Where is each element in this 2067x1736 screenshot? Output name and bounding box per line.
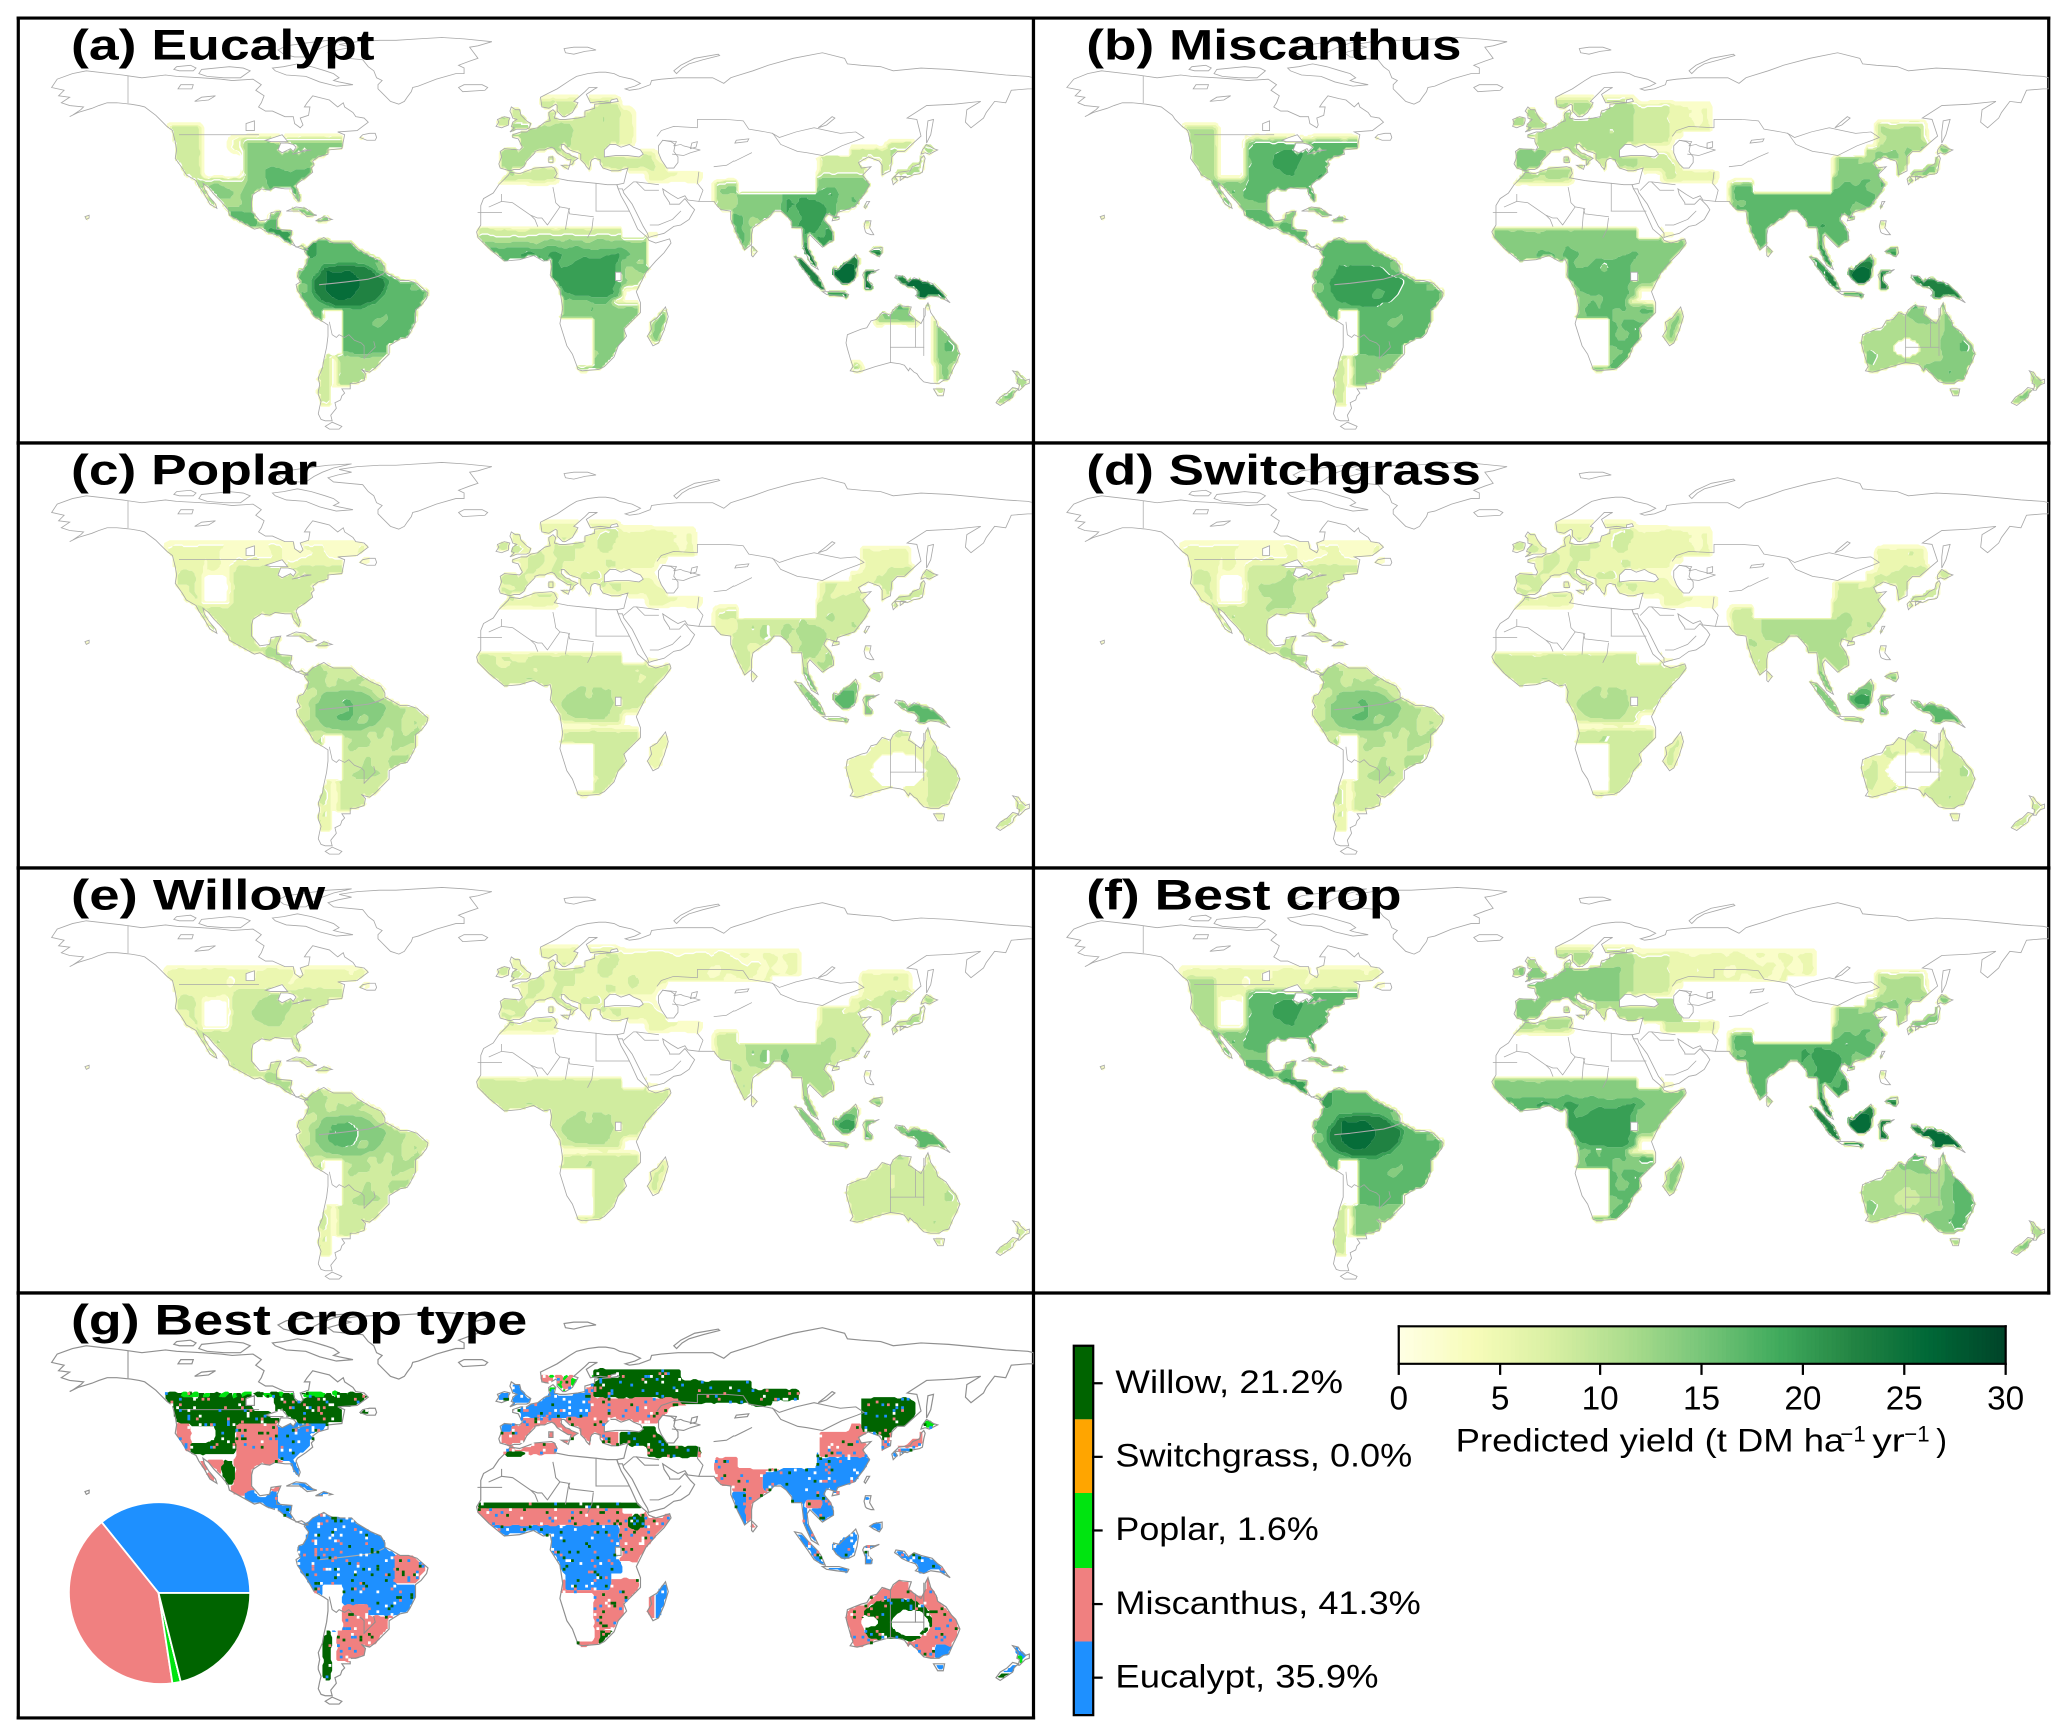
svg-text:5: 5: [1491, 1381, 1510, 1418]
svg-text:30: 30: [1987, 1381, 2024, 1418]
svg-text:): ): [1936, 1422, 1947, 1458]
svg-text:Miscanthus, 41.3%: Miscanthus, 41.3%: [1115, 1585, 1420, 1621]
svg-text:Eucalypt, 35.9%: Eucalypt, 35.9%: [1115, 1658, 1378, 1694]
svg-text:(a) Eucalypt: (a) Eucalypt: [71, 22, 375, 69]
svg-text:0: 0: [1389, 1381, 1408, 1418]
svg-text:(d) Switchgrass: (d) Switchgrass: [1086, 447, 1481, 494]
svg-text:(c) Poplar: (c) Poplar: [71, 447, 317, 494]
svg-text:Poplar, 1.6%: Poplar, 1.6%: [1115, 1511, 1318, 1547]
svg-text:25: 25: [1886, 1381, 1923, 1418]
svg-text:(e) Willow: (e) Willow: [71, 872, 327, 919]
svg-text:Predicted yield (t DM ha: Predicted yield (t DM ha: [1456, 1422, 1845, 1458]
svg-text:Willow, 21.2%: Willow, 21.2%: [1115, 1364, 1343, 1400]
svg-text:Switchgrass, 0.0%: Switchgrass, 0.0%: [1115, 1438, 1412, 1474]
svg-text:(g) Best crop type: (g) Best crop type: [71, 1297, 527, 1344]
svg-text:−1: −1: [1904, 1422, 1929, 1447]
svg-text:(b) Miscanthus: (b) Miscanthus: [1086, 22, 1461, 69]
svg-text:15: 15: [1683, 1381, 1720, 1418]
svg-text:yr: yr: [1872, 1422, 1905, 1458]
svg-text:10: 10: [1582, 1381, 1619, 1418]
svg-text:−1: −1: [1840, 1422, 1865, 1447]
svg-text:20: 20: [1784, 1381, 1821, 1418]
svg-text:(f) Best crop: (f) Best crop: [1086, 872, 1401, 919]
